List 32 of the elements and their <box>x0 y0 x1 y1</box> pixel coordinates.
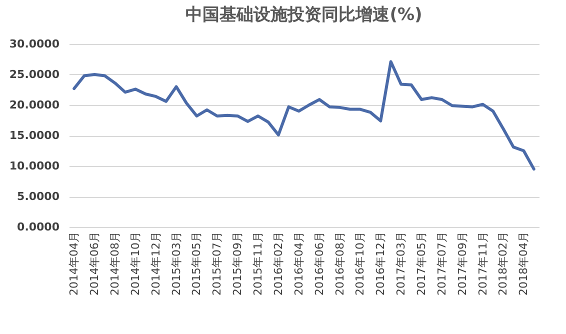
x-tick-label: 2017年03月 <box>394 232 408 296</box>
x-tick-label: 2014年08月 <box>108 232 122 296</box>
x-tick-label: 2018年02月 <box>496 232 510 296</box>
y-tick-label: 15.0000 <box>9 129 60 142</box>
x-tick-label: 2017年07月 <box>435 232 448 296</box>
y-tick-label: 5.0000 <box>17 190 60 203</box>
line-series <box>72 60 536 171</box>
x-tick-label: 2014年06月 <box>88 232 102 296</box>
x-tick-label: 2015年11月 <box>252 232 265 296</box>
x-tick-label: 2015年05月 <box>190 232 204 296</box>
y-tick-label: 25.0000 <box>9 68 60 81</box>
y-tick-label: 10.0000 <box>9 160 60 172</box>
x-tick-label: 2016年04月 <box>292 232 306 296</box>
x-tick-label: 2016年10月 <box>354 232 367 296</box>
x-tick-label: 2014年10月 <box>128 232 142 296</box>
y-tick-label: 30.0000 <box>9 38 60 50</box>
y-tick-label: 0.0000 <box>17 220 60 234</box>
x-tick-label: 2017年09月 <box>456 232 469 296</box>
x-tick-label: 2016年02月 <box>272 232 285 296</box>
x-tick-label: 2014年12月 <box>149 232 162 296</box>
x-tick-label: 2017年11月 <box>476 232 490 296</box>
x-tick-label: 2018年04月 <box>517 232 530 296</box>
y-tick-label: 20.0000 <box>9 98 60 112</box>
x-tick-label: 2016年12月 <box>374 232 388 296</box>
chart-title: 中国基础设施投资同比增速(%) <box>186 5 422 25</box>
x-tick-label: 2016年08月 <box>333 232 346 296</box>
x-tick-label: 2014年04月 <box>68 232 81 296</box>
x-tick-label: 2016年06月 <box>312 232 326 296</box>
x-tick-label: 2015年03月 <box>170 232 183 296</box>
x-tick-label: 2017年05月 <box>415 232 428 296</box>
x-tick-label: 2015年07月 <box>210 232 224 296</box>
x-tick-label: 2015年09月 <box>231 232 244 296</box>
